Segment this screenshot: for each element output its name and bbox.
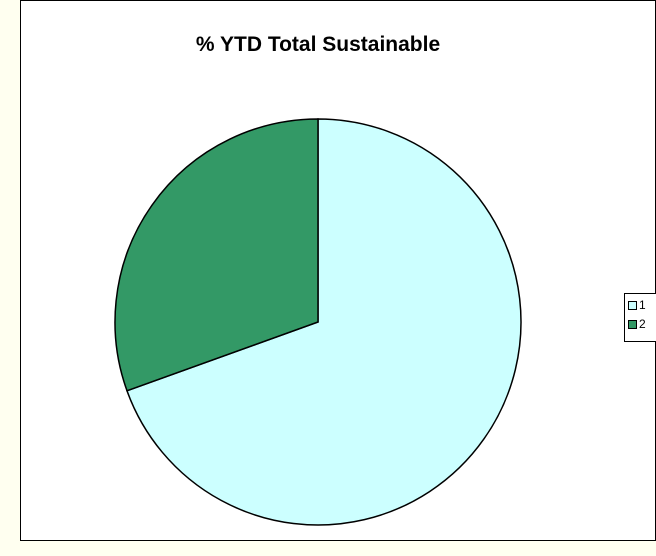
pie-chart: [114, 118, 522, 526]
pie-slice-1: [126, 118, 522, 526]
legend-label: 1: [639, 298, 646, 312]
legend-label: 2: [639, 317, 646, 331]
legend-swatch: [628, 300, 637, 310]
chart-title: % YTD Total Sustainable: [195, 33, 441, 56]
legend-item: 2: [628, 317, 646, 331]
legend: 1 2: [624, 293, 656, 342]
legend-item: 1: [628, 298, 646, 312]
chart-area: % YTD Total Sustainable 1 2: [20, 0, 656, 541]
pie-slice-2: [114, 118, 319, 392]
legend-swatch: [628, 319, 637, 329]
